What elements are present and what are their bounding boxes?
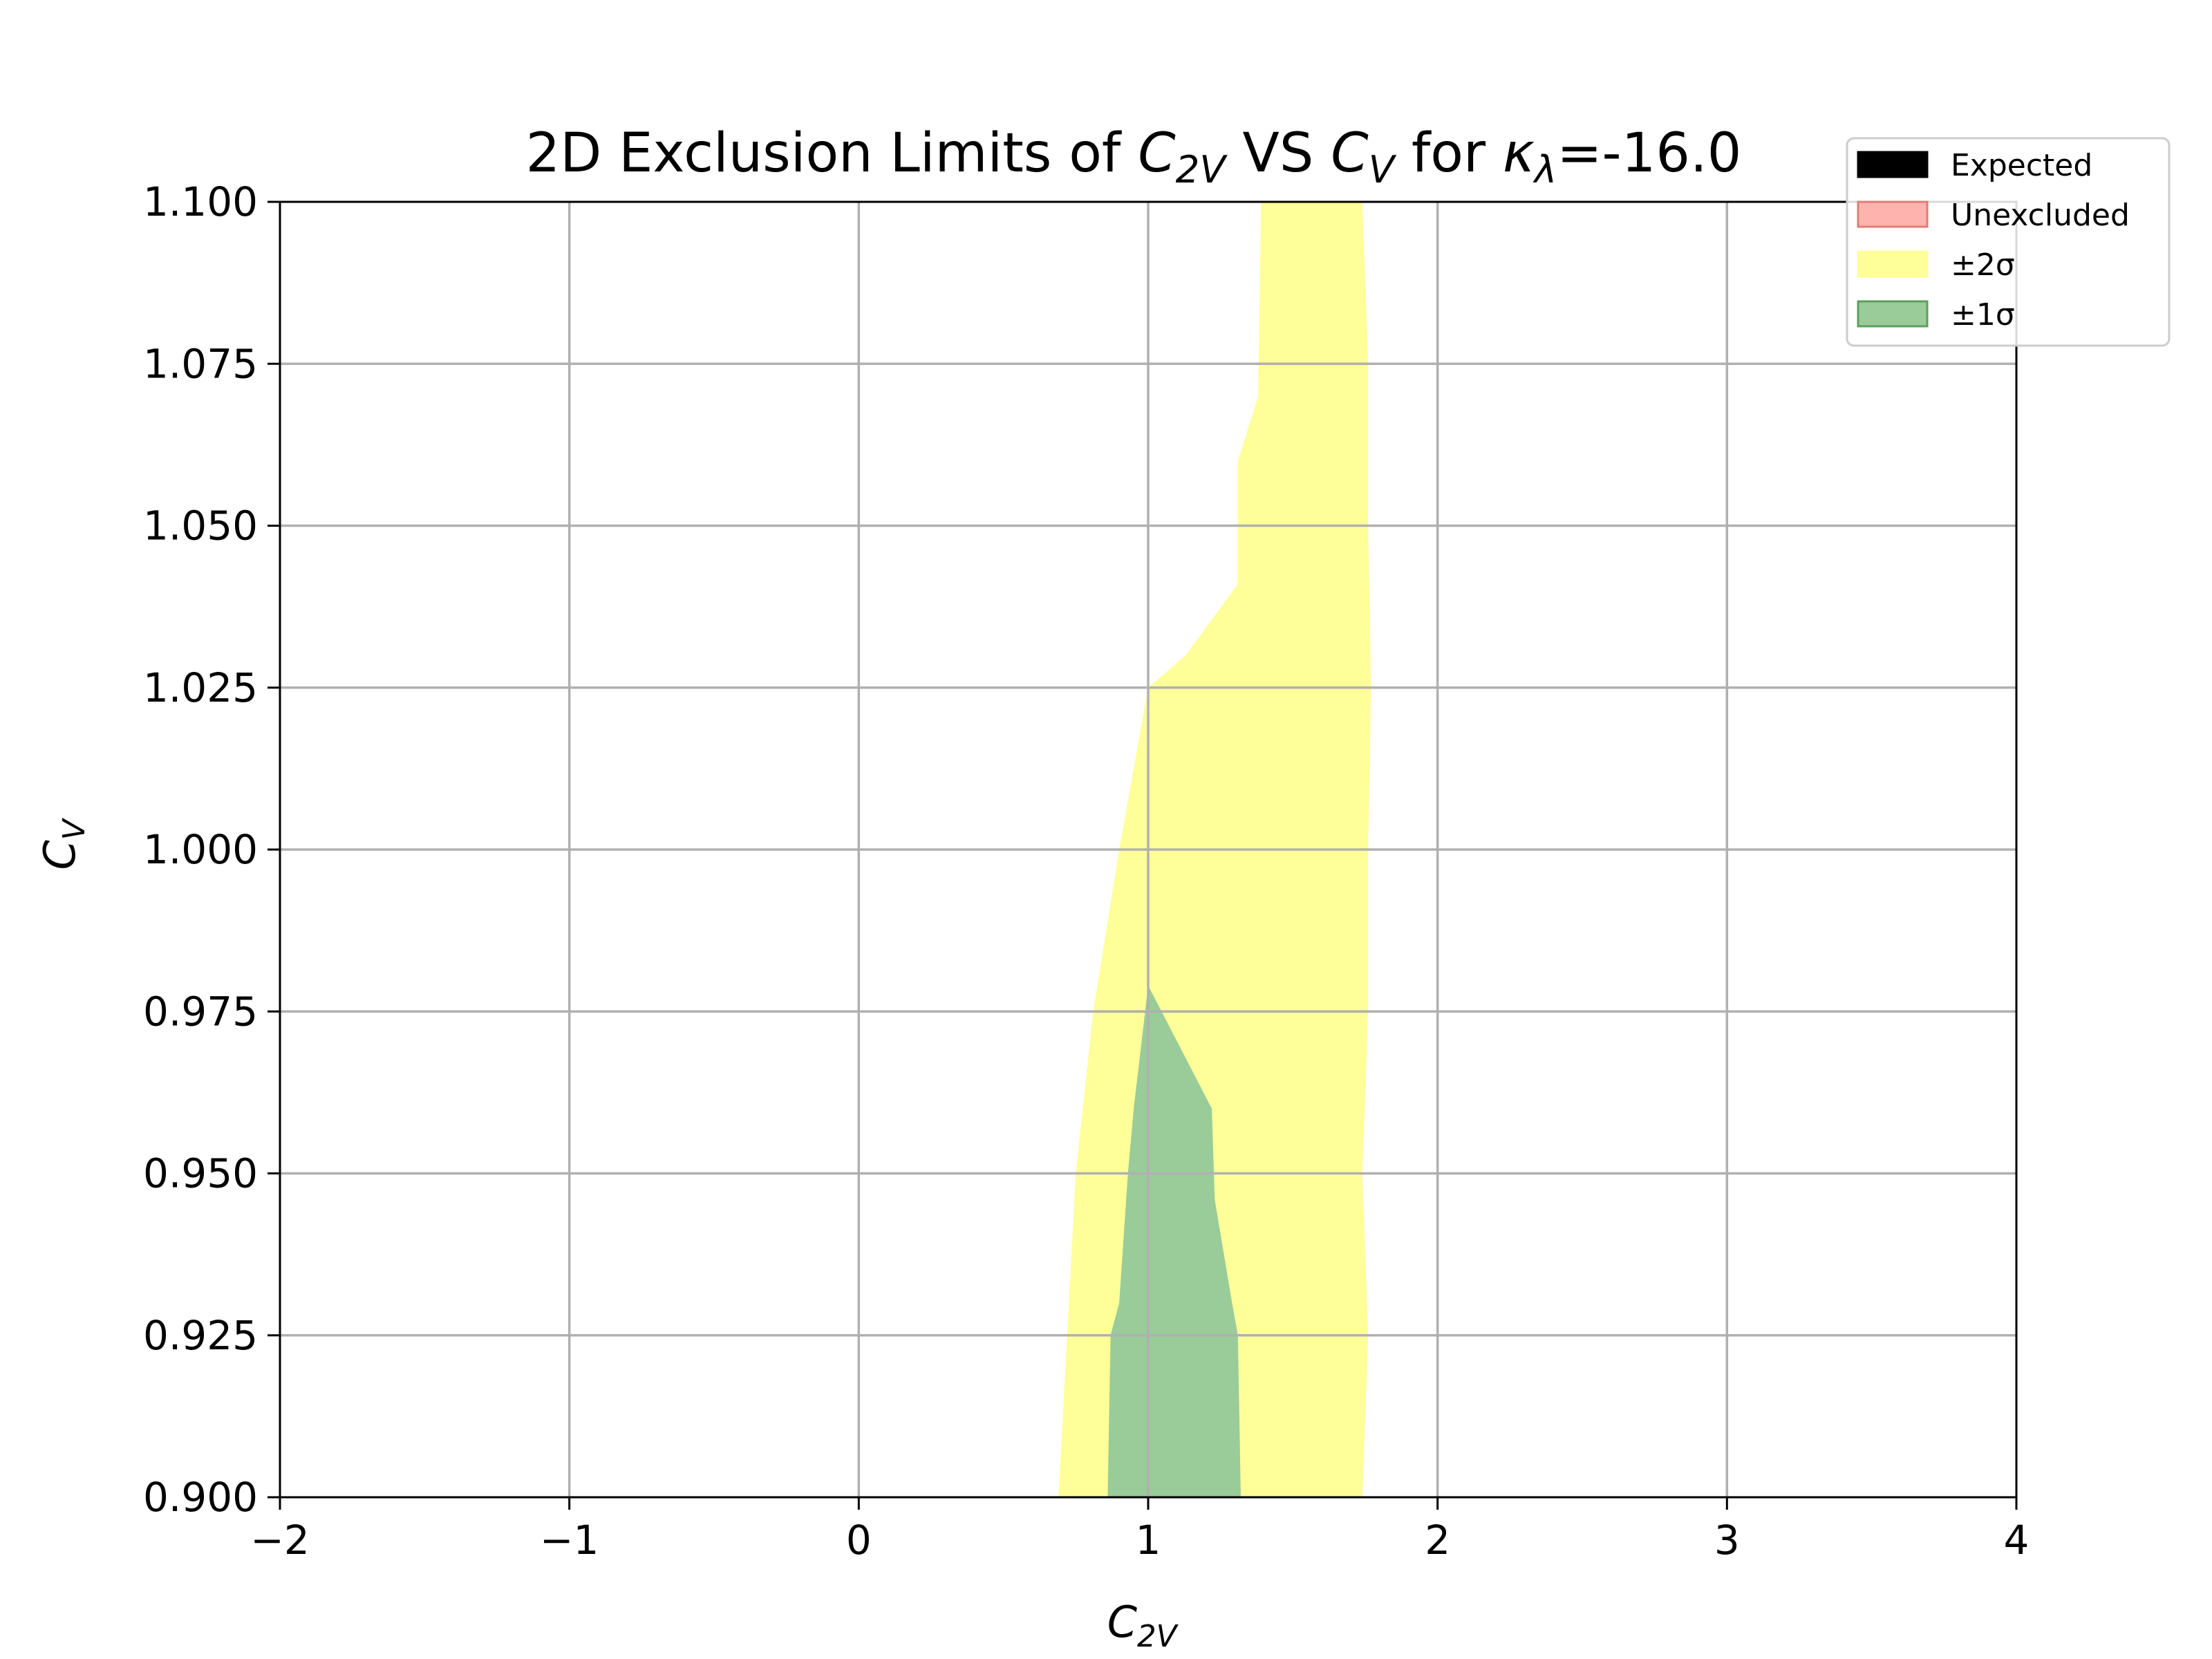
x-tick-label: 0 (846, 1517, 872, 1564)
y-tick-label: 0.925 (143, 1312, 258, 1359)
legend: Expected Unexcluded ±2σ ±1σ (1846, 137, 2171, 347)
x-axis-ticks: −2 −1 0 1 2 3 4 (250, 1497, 2029, 1564)
x-tick-label: −1 (540, 1517, 599, 1564)
y-tick-label: 0.900 (143, 1474, 258, 1521)
legend-label: ±2σ (1951, 247, 2015, 283)
y-tick-label: 1.050 (143, 503, 258, 550)
grid-lines (280, 202, 2016, 1497)
y-tick-label: 1.100 (143, 178, 258, 225)
x-tick-label: 4 (2004, 1517, 2030, 1564)
x-tick-label: 2 (1425, 1517, 1450, 1564)
legend-label: ±1σ (1951, 297, 2015, 332)
y-tick-label: 1.000 (143, 826, 258, 873)
y-tick-label: 0.950 (143, 1150, 258, 1197)
y-tick-label: 1.075 (143, 340, 258, 387)
legend-swatch (1857, 250, 1929, 278)
legend-label: Unexcluded (1951, 198, 2130, 233)
chart-title: 2D Exclusion Limits of C2V VS CV for κλ=… (526, 122, 1742, 191)
legend-swatch (1857, 200, 1929, 228)
y-tick-label: 0.975 (143, 988, 258, 1035)
y-axis-ticks: 0.900 0.925 0.950 0.975 1.000 1.025 1.050 1.075… (143, 178, 280, 1521)
legend-box (1846, 137, 2171, 347)
y-tick-label: 1.025 (143, 664, 258, 711)
legend-swatch (1857, 151, 1929, 178)
x-tick-label: 3 (1714, 1517, 1740, 1564)
x-tick-label: 1 (1136, 1517, 1161, 1564)
x-axis-label: C2V (1107, 1597, 1179, 1654)
band-one-sigma (1107, 985, 1241, 1497)
y-axis-label: CV (35, 817, 92, 870)
x-tick-label: −2 (250, 1517, 310, 1564)
legend-label: Expected (1951, 148, 2092, 183)
legend-swatch (1857, 300, 1929, 328)
